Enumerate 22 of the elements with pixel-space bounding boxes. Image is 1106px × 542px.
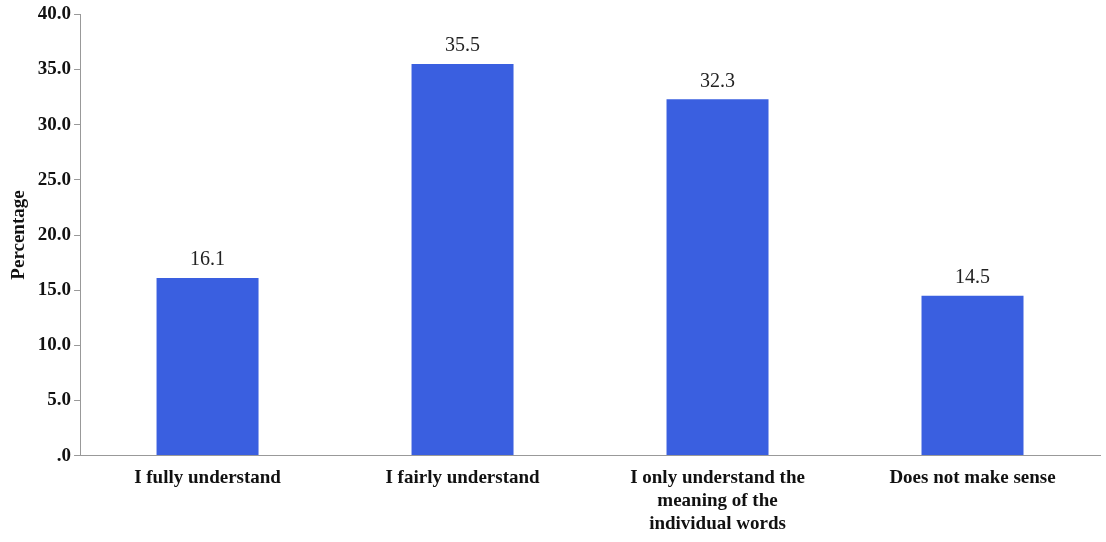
y-tick-label: 35.0 [37, 57, 72, 79]
data-label: 16.1 [190, 247, 226, 270]
data-label: 32.3 [700, 68, 736, 91]
x-tick-label: I fairly understand [385, 465, 541, 487]
bar [921, 295, 1024, 456]
y-tick-label: 15.0 [37, 278, 72, 300]
data-label: 35.5 [445, 33, 481, 56]
bar [156, 278, 259, 456]
y-tick-label: 30.0 [37, 112, 72, 134]
bar [411, 64, 514, 456]
data-label: 14.5 [955, 264, 991, 287]
y-tick-label: 10.0 [37, 333, 72, 355]
x-tick-label: I only understand the meaning of the individual words [630, 465, 805, 533]
y-tick-label: 20.0 [37, 222, 72, 244]
y-tick-label: 5.0 [47, 388, 72, 410]
y-tick-label: 40.0 [37, 2, 72, 24]
bar [666, 99, 769, 456]
y-tick-label: .0 [56, 443, 72, 465]
x-tick-label: I fully understand [134, 465, 282, 487]
x-tick-label: Does not make sense [889, 465, 1056, 487]
y-axis-title: Percentage [7, 190, 29, 280]
y-tick-label: 25.0 [37, 167, 72, 189]
